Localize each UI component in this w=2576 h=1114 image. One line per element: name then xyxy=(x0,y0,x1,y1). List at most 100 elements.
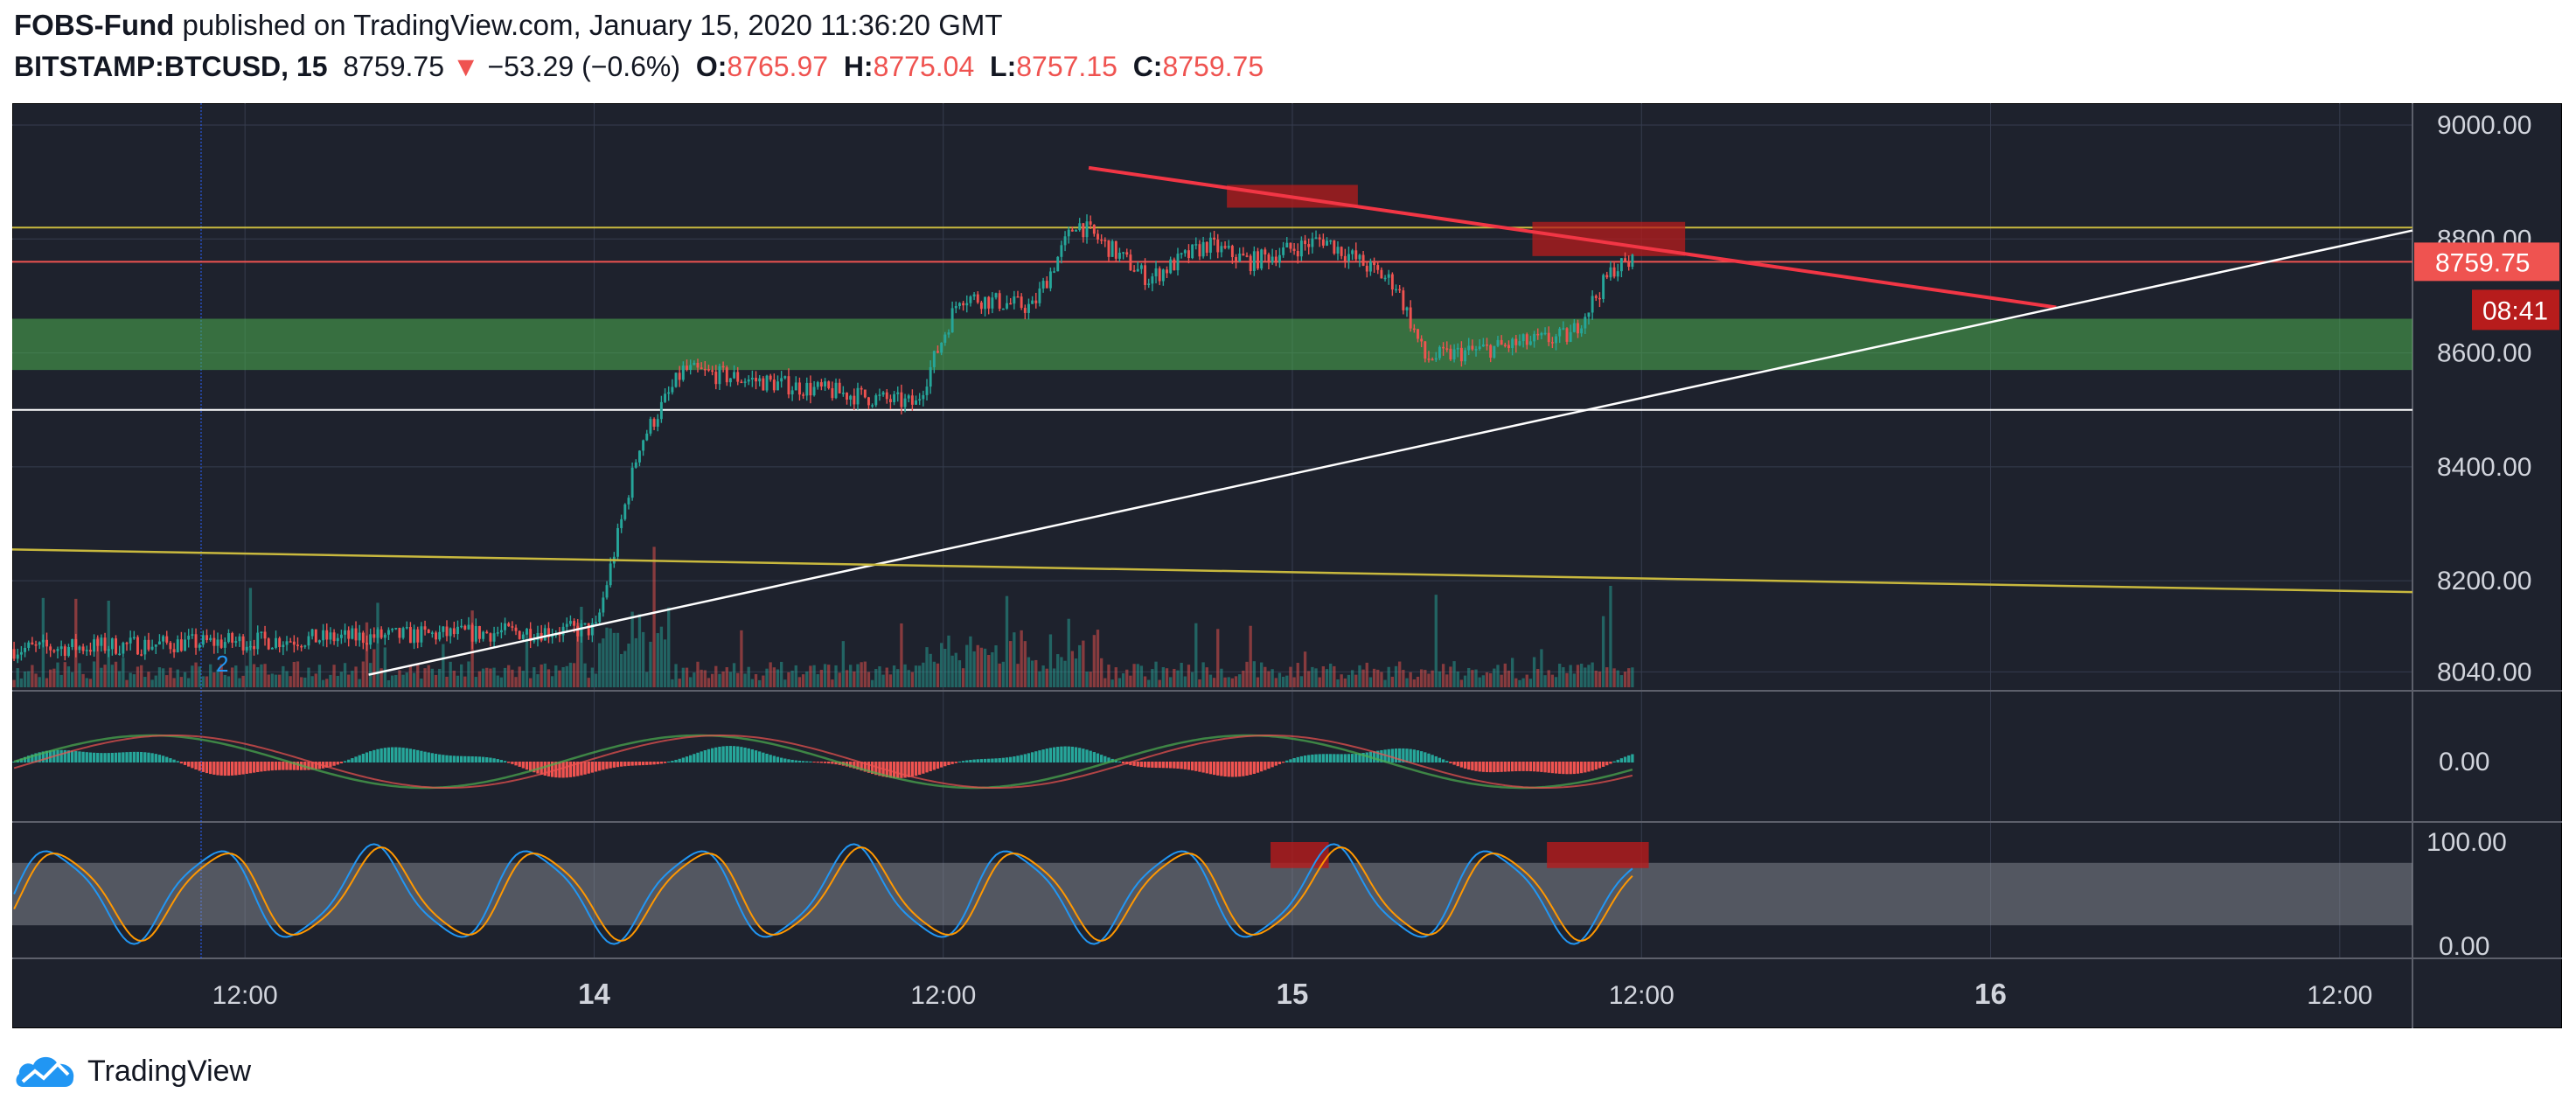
candle-body xyxy=(474,626,477,642)
macd-hist-bar xyxy=(1594,762,1598,770)
volume-bar xyxy=(496,675,499,687)
candle-body xyxy=(1289,242,1292,249)
macd-hist-bar xyxy=(1609,762,1612,764)
candle-body xyxy=(27,642,31,648)
candle-body xyxy=(234,641,238,643)
volume-bar xyxy=(1576,665,1580,687)
author-name[interactable]: FOBS-Fund xyxy=(14,9,175,41)
macd-hist-bar xyxy=(1579,762,1584,774)
macd-hist-bar xyxy=(1078,748,1082,762)
candle-body xyxy=(1136,268,1139,272)
volume-bar xyxy=(1176,670,1180,687)
candle-body xyxy=(1380,269,1383,279)
volume-bar xyxy=(1416,676,1420,687)
candle-body xyxy=(642,440,645,451)
candle-body xyxy=(605,585,609,598)
candle-body xyxy=(762,378,765,391)
volume-bar xyxy=(401,674,405,687)
candle-body xyxy=(758,378,762,382)
candle-body xyxy=(769,375,772,380)
volume-bar xyxy=(129,672,132,687)
candle-body xyxy=(841,393,845,394)
candle-body xyxy=(718,366,721,385)
drawing-lines[interactable] xyxy=(12,165,2413,676)
macd-hist-bar xyxy=(783,758,787,762)
macd-hist-bar xyxy=(1380,749,1383,762)
candle-body xyxy=(438,631,442,640)
volume-bar xyxy=(194,662,198,687)
price-chart[interactable]: 9000.008800.008600.008400.008200.008040.… xyxy=(12,103,2562,1028)
volume-bar xyxy=(860,662,863,687)
candle-body xyxy=(740,381,743,384)
candle-body xyxy=(1481,345,1485,347)
candle-body xyxy=(467,624,470,630)
tradingview-brand[interactable]: TradingView xyxy=(14,1049,251,1093)
volume-bar xyxy=(201,676,205,687)
candle-body xyxy=(936,351,939,353)
volume-bar xyxy=(511,669,514,687)
y-tick-label: 8600.00 xyxy=(2437,339,2531,368)
candle-body xyxy=(700,367,703,369)
candle-body xyxy=(1075,230,1077,232)
macd-hist-bar xyxy=(1067,746,1070,762)
macd-hist-bar xyxy=(1616,759,1619,762)
candle-body xyxy=(780,378,783,382)
candle-body xyxy=(1528,341,1532,345)
macd-hist-bar xyxy=(681,757,686,762)
macd-hist-bar xyxy=(1205,762,1208,774)
volume-bar xyxy=(514,677,518,687)
volume-bar xyxy=(336,675,339,687)
macd-hist-bar xyxy=(892,762,896,778)
volume-bar xyxy=(550,676,554,687)
macd-hist-bar xyxy=(114,752,118,762)
candle-body xyxy=(976,294,979,303)
candle-body xyxy=(711,370,714,372)
macd-hist-bar xyxy=(496,759,499,762)
candle-body xyxy=(925,386,929,395)
macd-hist-bar xyxy=(143,752,147,762)
candle-body xyxy=(71,638,74,647)
volume-bar xyxy=(307,667,310,687)
candle-body xyxy=(154,644,157,647)
volume-bar xyxy=(914,665,918,687)
volume-bar xyxy=(456,675,460,687)
volume-bar xyxy=(878,665,881,687)
candle-body xyxy=(907,395,910,399)
candle-body xyxy=(1351,250,1354,254)
candle-body xyxy=(943,334,947,343)
macd-hist-bar xyxy=(1521,762,1525,771)
macd-hist-bar xyxy=(1601,762,1605,767)
macd-hist-bar xyxy=(59,749,63,762)
macd-hist-bar xyxy=(1587,762,1591,772)
annotation-2[interactable]: 2 xyxy=(216,651,228,677)
candle-body xyxy=(147,639,150,650)
macd-hist-bar xyxy=(165,756,169,762)
macd-hist-bar xyxy=(343,761,347,762)
volume-bar xyxy=(339,672,344,687)
macd-hist-bar xyxy=(623,762,627,767)
y-tick-label: 8400.00 xyxy=(2437,453,2531,482)
macd-hist-bar xyxy=(1212,762,1216,776)
volume-bar xyxy=(947,635,950,687)
macd-hist-bar xyxy=(1107,757,1110,762)
macd-hist-bar xyxy=(485,757,489,762)
macd-hist-bar xyxy=(769,755,772,762)
macd-hist-bar xyxy=(125,752,129,762)
volume-bar xyxy=(816,674,819,687)
volume-bar xyxy=(1009,641,1013,687)
macd-hist-bar xyxy=(1496,762,1500,773)
macd-hist-bar xyxy=(1398,748,1402,762)
macd-hist-bar xyxy=(354,756,358,762)
candle-body xyxy=(1431,359,1434,361)
volume-bar xyxy=(805,671,809,687)
candle-body xyxy=(67,646,70,657)
candle-body xyxy=(354,628,358,641)
volume-bar xyxy=(1354,674,1358,687)
macd-hist-bar xyxy=(533,762,536,773)
candle-body xyxy=(1282,247,1285,255)
volume-bar xyxy=(365,622,369,687)
volume-bar xyxy=(103,665,107,687)
macd-hist-bar xyxy=(503,761,507,762)
volume-bar xyxy=(892,665,896,687)
candle-body xyxy=(143,639,147,655)
